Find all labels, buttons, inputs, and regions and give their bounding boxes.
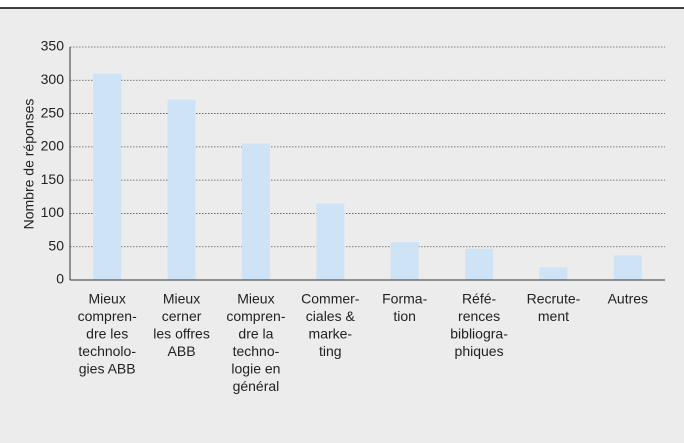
bar xyxy=(390,242,419,280)
x-tick-label: compren- xyxy=(226,308,285,324)
x-tick-label: phiques xyxy=(455,343,504,359)
y-tick-label: 350 xyxy=(41,38,65,54)
bar xyxy=(241,143,270,280)
x-tick-label: Mieux xyxy=(89,291,126,307)
x-tick-label: dre les xyxy=(86,326,128,342)
x-tick-label: tion xyxy=(393,308,416,324)
x-tick-label: gies ABB xyxy=(79,361,136,377)
y-tick-label: 300 xyxy=(41,71,65,87)
x-tick-label: ciales & xyxy=(306,308,356,324)
x-tick-label: bibliogra- xyxy=(450,326,508,342)
x-tick-label: rences xyxy=(458,308,500,324)
x-tick-label: techno- xyxy=(233,343,280,359)
x-tick-label: Mieux xyxy=(237,291,274,307)
x-tick-label: Réfé- xyxy=(462,291,497,307)
y-axis-label: Nombre de réponses xyxy=(21,99,37,230)
bar xyxy=(539,267,568,280)
x-tick-label: Commer- xyxy=(301,291,360,307)
x-tick-label: logie en xyxy=(231,361,280,377)
x-tick-label: ting xyxy=(319,343,342,359)
bar xyxy=(316,203,345,280)
y-tick-label: 0 xyxy=(56,271,64,287)
x-tick-label: les offres xyxy=(153,326,210,342)
x-tick-label: dre la xyxy=(238,326,273,342)
x-tick-label: technolo- xyxy=(78,343,136,359)
bar xyxy=(93,73,122,280)
y-tick-label: 50 xyxy=(48,237,64,253)
x-tick-label: Autres xyxy=(608,291,648,307)
x-tick-label: Recrute- xyxy=(527,291,581,307)
x-tick-label: Forma- xyxy=(382,291,427,307)
x-tick-label: ment xyxy=(538,308,569,324)
bar xyxy=(613,255,642,280)
x-tick-label: général xyxy=(233,378,280,394)
y-tick-label: 250 xyxy=(41,104,65,120)
bar xyxy=(167,99,196,280)
y-tick-label: 100 xyxy=(41,204,65,220)
y-tick-label: 200 xyxy=(41,138,65,154)
x-tick-label: compren- xyxy=(78,308,137,324)
y-tick-label: 150 xyxy=(41,171,65,187)
x-tick-label: Mieux xyxy=(163,291,200,307)
bar xyxy=(465,248,494,280)
x-tick-label: marke- xyxy=(309,326,353,342)
x-tick-label: cerner xyxy=(162,308,202,324)
x-tick-label: ABB xyxy=(168,343,196,359)
